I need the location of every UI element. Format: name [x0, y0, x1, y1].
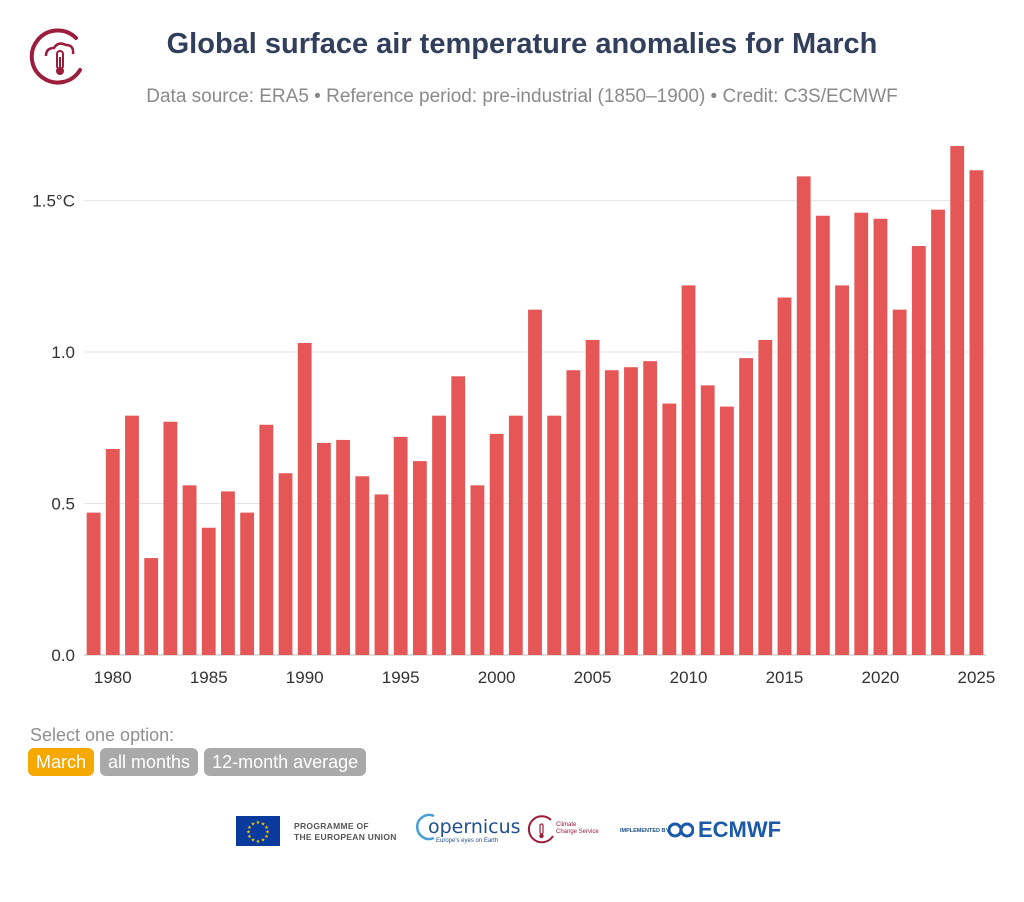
svg-text:★: ★	[256, 839, 261, 845]
x-tick-label: 1990	[286, 668, 324, 687]
y-tick-label: 0.0	[51, 646, 75, 665]
bar-2001[interactable]	[508, 415, 523, 655]
svg-text:★: ★	[247, 834, 252, 840]
bar-2006[interactable]	[604, 370, 619, 655]
svg-text:★: ★	[251, 838, 256, 844]
bar-2025[interactable]	[969, 170, 984, 655]
bar-2003[interactable]	[547, 415, 562, 655]
bar-2010[interactable]	[681, 285, 696, 655]
x-tick-label: 2010	[670, 668, 708, 687]
x-tick-label: 2000	[478, 668, 516, 687]
bar-1994[interactable]	[374, 494, 389, 655]
bars	[86, 146, 984, 656]
bar-2020[interactable]	[873, 218, 888, 655]
bar-2009[interactable]	[662, 403, 677, 655]
footer-logos: ★ ★ ★ ★ ★ ★ ★ ★ ★ ★ ★ ★ PROGRAMME OF THE EUROPEA…	[236, 808, 796, 858]
svg-text:★: ★	[256, 820, 261, 826]
option-all-months-button[interactable]: all months	[100, 748, 199, 776]
bar-1998[interactable]	[451, 376, 466, 655]
bar-2024[interactable]	[950, 146, 965, 655]
bar-1989[interactable]	[278, 473, 293, 655]
bar-2000[interactable]	[489, 433, 504, 655]
bar-1984[interactable]	[182, 485, 197, 655]
x-tick-label: 2025	[957, 668, 995, 687]
chart-subtitle: Data source: ERA5 • Reference period: pr…	[146, 86, 898, 107]
bar-1985[interactable]	[201, 527, 216, 655]
bar-2016[interactable]	[796, 176, 811, 655]
bar-2012[interactable]	[720, 406, 734, 655]
bar-2004[interactable]	[566, 370, 581, 655]
x-tick-label: 2015	[766, 668, 804, 687]
bar-2002[interactable]	[528, 309, 542, 655]
c3s-small-logo-icon	[527, 815, 554, 844]
bar-1987[interactable]	[240, 512, 255, 655]
svg-text:★: ★	[247, 825, 252, 831]
bar-1986[interactable]	[221, 491, 235, 655]
option-march-button[interactable]: March	[28, 748, 95, 776]
y-tick-label: 1.0	[51, 343, 75, 362]
svg-text:★: ★	[251, 822, 256, 828]
bar-2015[interactable]	[777, 297, 792, 655]
bar-2022[interactable]	[911, 246, 926, 655]
x-axis-ticks: 1980 1985 1990 1995 2000 2005 2010 2015 2020 2025	[94, 668, 995, 687]
svg-text:★: ★	[264, 825, 269, 831]
bar-1983[interactable]	[163, 421, 178, 655]
bar-1992[interactable]	[336, 439, 350, 655]
bar-2023[interactable]	[931, 209, 945, 656]
bar-1999[interactable]	[470, 485, 485, 655]
bar-1997[interactable]	[432, 415, 446, 655]
bar-2021[interactable]	[892, 309, 907, 655]
c3s-logo	[29, 28, 82, 85]
bar-2018[interactable]	[835, 285, 849, 655]
ecmwf-logo: ECMWF	[668, 817, 781, 843]
x-tick-label: 2005	[574, 668, 612, 687]
bar-2007[interactable]	[624, 367, 638, 655]
bar-2005[interactable]	[585, 339, 600, 655]
x-tick-label: 2020	[862, 668, 900, 687]
svg-text:★: ★	[264, 834, 269, 840]
chart-title: Global surface air temperature anomalies…	[166, 28, 878, 60]
option-12-month-average-button[interactable]: 12-month average	[204, 748, 367, 776]
x-tick-label: 1995	[382, 668, 420, 687]
bar-1990[interactable]	[297, 342, 312, 655]
bar-1980[interactable]	[105, 449, 120, 655]
bar-2008[interactable]	[643, 361, 658, 655]
bar-1988[interactable]	[259, 424, 274, 655]
bar-1982[interactable]	[144, 558, 159, 655]
bar-2011[interactable]	[700, 385, 715, 655]
bar-2014[interactable]	[758, 339, 773, 655]
y-tick-label: 1.5°C	[32, 192, 75, 211]
eu-flag-icon: ★ ★★ ★★★ ★★★ ★★★	[236, 816, 280, 846]
select-option-label: Select one option:	[30, 725, 175, 745]
bar-1979[interactable]	[86, 512, 101, 655]
copernicus-arc-icon	[416, 813, 435, 841]
svg-text:★: ★	[246, 830, 251, 836]
eu-programme-text: PROGRAMME OF THE EUROPEAN UNION	[294, 821, 397, 842]
svg-text:★: ★	[261, 838, 266, 844]
bar-2019[interactable]	[854, 212, 869, 655]
option-group: March all months 12-month average	[28, 748, 367, 776]
bar-1996[interactable]	[412, 461, 427, 655]
x-tick-label: 1985	[190, 668, 228, 687]
svg-text:★: ★	[265, 830, 270, 836]
implemented-by-text: IMPLEMENTED BY	[620, 828, 670, 834]
y-axis-ticks: 0.0 0.5 1.0 1.5°C	[32, 192, 75, 665]
c3s-small-text: Climate Change Service	[556, 822, 599, 835]
bar-chart: 0.0 0.5 1.0 1.5°C 1980 1985 1990 1995 2000 2005 2…	[32, 146, 995, 687]
bar-1991[interactable]	[316, 442, 331, 655]
bar-2017[interactable]	[815, 215, 830, 655]
bar-2013[interactable]	[739, 358, 754, 655]
bar-1995[interactable]	[393, 436, 408, 655]
svg-text:★: ★	[261, 822, 266, 828]
x-tick-label: 1980	[94, 668, 132, 687]
ecmwf-symbol-icon	[668, 822, 694, 838]
y-tick-label: 0.5	[51, 495, 75, 514]
bar-1993[interactable]	[355, 476, 370, 655]
bar-1981[interactable]	[125, 415, 139, 655]
